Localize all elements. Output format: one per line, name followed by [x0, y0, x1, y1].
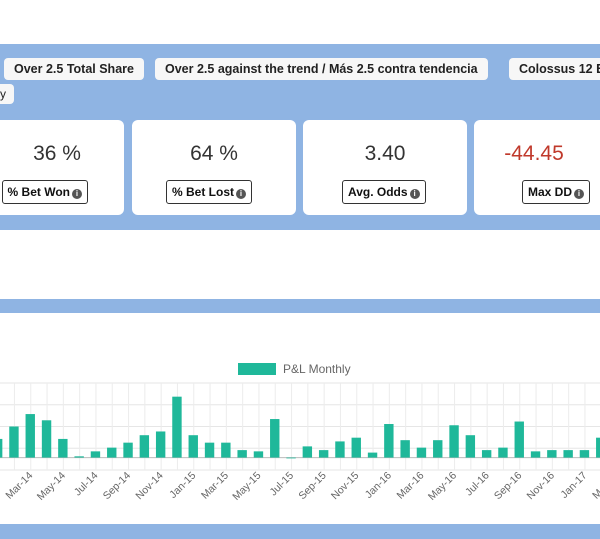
legend-label: P&L Monthly: [283, 362, 351, 376]
x-tick-label: Mar-17: [590, 470, 600, 502]
bar: [90, 451, 101, 458]
x-tick-label: Mar-15: [199, 470, 231, 502]
bar: [547, 450, 557, 458]
x-tick-label: May-16: [426, 470, 459, 503]
bar: [41, 420, 52, 458]
x-tick-label: Nov-16: [525, 470, 558, 503]
section-divider-bottom: [0, 524, 600, 539]
stat-card-bet-lost: 64 % % Bet Lost i: [132, 120, 296, 215]
bet-lost-value: 64 %: [190, 142, 238, 165]
bar: [400, 440, 410, 458]
bar: [237, 450, 247, 458]
bar: [481, 450, 492, 458]
x-tick-label: Jan-16: [363, 470, 394, 501]
x-tick-label: Jan-14: [0, 470, 3, 501]
x-tick-label: Jul-15: [267, 470, 296, 499]
x-tick-label: Mar-16: [395, 470, 427, 502]
bar: [155, 431, 166, 458]
bar: [318, 450, 329, 458]
avg-odds-value: 3.40: [364, 142, 406, 165]
info-icon[interactable]: i: [236, 189, 247, 199]
bar: [25, 414, 35, 458]
stat-card-bet-won: 36 % % Bet Won i: [0, 120, 124, 215]
bet-won-label[interactable]: % Bet Won i: [1, 180, 88, 204]
x-tick-label: Nov-14: [133, 470, 166, 503]
info-icon[interactable]: i: [574, 189, 585, 199]
legend-swatch: [238, 363, 276, 375]
bar: [74, 456, 84, 458]
x-tick-label: Jul-16: [463, 470, 492, 499]
strategy-tags: Over 2.5 Total Share Over 2.5 against th…: [0, 58, 600, 80]
x-tick-label: Nov-15: [329, 470, 362, 503]
bar: [384, 424, 394, 458]
bar: [9, 426, 19, 458]
avg-odds-label[interactable]: Avg. Odds i: [342, 180, 426, 204]
bar: [465, 435, 476, 458]
stat-card-avg-odds: 3.40 Avg. Odds i: [303, 120, 467, 215]
x-tick-label: Sep-15: [296, 470, 329, 503]
bar: [172, 396, 182, 458]
x-tick-label: May-15: [230, 470, 263, 503]
max-dd-label[interactable]: Max DD i: [522, 180, 591, 204]
x-tick-label: Jan-17: [558, 470, 589, 501]
x-tick-label: Mar-14: [3, 470, 35, 502]
bar: [367, 452, 378, 458]
info-icon[interactable]: i: [72, 189, 82, 199]
max-dd-value: -44.45: [504, 142, 564, 165]
bar: [0, 438, 3, 458]
bar: [416, 447, 427, 458]
x-tick-label: Sep-14: [101, 470, 134, 503]
bet-won-value: 36 %: [33, 142, 81, 165]
bar: [270, 419, 280, 458]
bar: [530, 451, 541, 458]
tag-colossus[interactable]: Colossus 12 E: [509, 58, 600, 80]
bar: [188, 435, 198, 458]
stat-card-max-dd: -44.45 Max DD i: [474, 120, 600, 215]
bar: [449, 425, 459, 458]
x-tick-label: Jul-14: [72, 470, 101, 499]
bar: [286, 457, 296, 459]
bar: [302, 446, 313, 458]
bar: [351, 437, 361, 458]
bar: [335, 441, 345, 458]
section-divider: [0, 299, 600, 313]
bar: [498, 447, 508, 458]
tag-over-25-against-trend[interactable]: Over 2.5 against the trend / Más 2.5 con…: [155, 58, 488, 80]
bar: [563, 450, 573, 458]
x-tick-label: Sep-16: [492, 470, 525, 503]
bar: [107, 447, 117, 458]
bar: [123, 442, 133, 458]
tag-overflow[interactable]: y: [0, 84, 14, 104]
bar: [58, 438, 68, 458]
bar: [139, 435, 150, 458]
info-icon[interactable]: i: [409, 189, 420, 199]
x-tick-label: Jan-15: [167, 470, 198, 501]
bet-lost-label[interactable]: % Bet Lost i: [166, 180, 253, 204]
bar: [579, 450, 590, 458]
x-tick-label: May-14: [35, 470, 68, 503]
bar: [433, 440, 443, 458]
bar: [204, 442, 215, 458]
bar: [221, 442, 231, 458]
bar: [253, 451, 264, 458]
bar: [596, 437, 600, 458]
tag-over-25-total-share[interactable]: Over 2.5 Total Share: [4, 58, 144, 80]
bar: [514, 421, 524, 458]
